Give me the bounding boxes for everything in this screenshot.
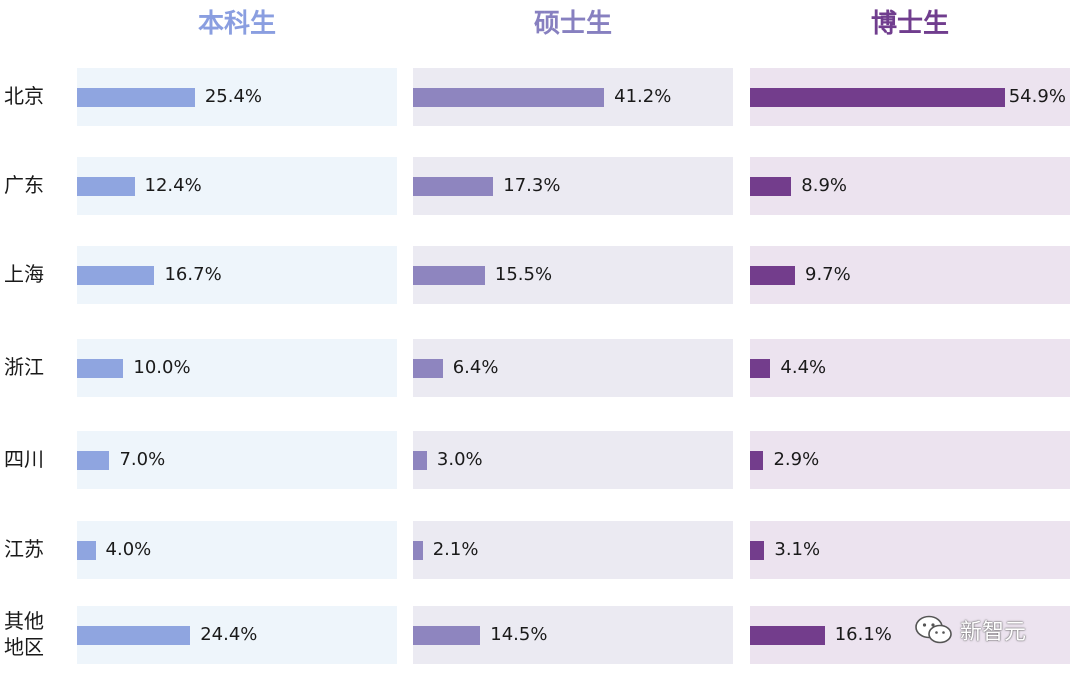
value-label-1-5: 2.1% xyxy=(432,539,479,560)
panel-1-0: 41.2% xyxy=(413,68,733,126)
value-label-0-0: 25.4% xyxy=(204,86,263,107)
bar-0-5 xyxy=(77,541,96,560)
bar-1-5 xyxy=(413,541,423,560)
bar-2-3 xyxy=(750,359,771,378)
value-label-0-6: 24.4% xyxy=(200,624,258,645)
bar-1-4 xyxy=(413,451,427,470)
panel-0-6: 24.4% xyxy=(77,606,397,664)
panel-1-4: 3.0% xyxy=(413,431,733,489)
row-label-5: 江苏 xyxy=(4,536,62,562)
row-label-line: 四川 xyxy=(4,447,44,471)
bar-1-1 xyxy=(413,177,494,196)
value-label-2-6: 16.1% xyxy=(834,624,892,645)
bar-2-0 xyxy=(750,88,1005,107)
row-label-line: 上海 xyxy=(4,262,44,286)
panel-2-0: 54.9% xyxy=(750,68,1070,126)
column-header-0: 本科生 xyxy=(197,9,276,39)
value-label-2-1: 8.9% xyxy=(801,175,848,196)
value-label-0-1: 12.4% xyxy=(144,175,202,196)
value-label-2-5: 3.1% xyxy=(774,539,821,560)
bar-1-2 xyxy=(413,266,485,285)
panel-0-3: 10.0% xyxy=(77,339,397,397)
panel-0-5: 4.0% xyxy=(77,521,397,579)
value-label-1-4: 3.0% xyxy=(436,449,483,470)
value-label-1-1: 17.3% xyxy=(503,175,561,196)
value-label-0-3: 10.0% xyxy=(133,357,191,378)
row-label-1: 广东 xyxy=(4,172,62,198)
bar-2-2 xyxy=(750,266,795,285)
bar-2-5 xyxy=(750,541,765,560)
value-label-0-4: 7.0% xyxy=(119,449,166,470)
bar-2-1 xyxy=(750,177,792,196)
panel-0-1: 12.4% xyxy=(77,157,397,215)
bar-2-6 xyxy=(750,626,825,645)
row-label-line: 广东 xyxy=(4,173,44,197)
bar-0-4 xyxy=(77,451,110,470)
panel-2-6: 16.1% xyxy=(750,606,1070,664)
panel-0-2: 16.7% xyxy=(77,246,397,304)
value-label-1-6: 14.5% xyxy=(490,624,548,645)
row-label-6: 其他 地区 xyxy=(4,608,62,660)
panel-0-4: 7.0% xyxy=(77,431,397,489)
column-header-1: 硕士生 xyxy=(533,9,612,39)
value-label-0-5: 4.0% xyxy=(105,539,152,560)
watermark: 新智元 xyxy=(914,612,1026,648)
row-label-3: 浙江 xyxy=(4,354,62,380)
panel-2-4: 2.9% xyxy=(750,431,1070,489)
panel-2-2: 9.7% xyxy=(750,246,1070,304)
bar-0-3 xyxy=(77,359,124,378)
wechat-icon xyxy=(915,615,952,644)
value-label-1-0: 41.2% xyxy=(614,86,672,107)
bar-0-2 xyxy=(77,266,155,285)
row-label-line: 江苏 xyxy=(4,537,44,561)
panel-0-0: 25.4% xyxy=(77,68,397,126)
bar-0-1 xyxy=(77,177,135,196)
bar-0-6 xyxy=(77,626,191,645)
row-label-line: 其他 xyxy=(4,609,44,633)
row-label-line: 浙江 xyxy=(4,355,44,379)
value-label-2-0: 54.9% xyxy=(1008,86,1066,107)
panel-2-5: 3.1% xyxy=(750,521,1070,579)
row-label-2: 上海 xyxy=(4,261,62,287)
panel-1-5: 2.1% xyxy=(413,521,733,579)
panel-1-3: 6.4% xyxy=(413,339,733,397)
value-label-2-3: 4.4% xyxy=(780,357,827,378)
watermark-text: 新智元 xyxy=(960,620,1027,645)
value-label-1-2: 15.5% xyxy=(494,264,553,285)
row-label-0: 北京 xyxy=(4,83,62,109)
panel-2-1: 8.9% xyxy=(750,157,1070,215)
value-label-0-2: 16.7% xyxy=(164,264,222,285)
value-label-2-2: 9.7% xyxy=(805,264,851,285)
row-label-line: 地区 xyxy=(4,635,44,659)
bar-2-4 xyxy=(750,451,764,470)
bar-0-0 xyxy=(77,88,195,107)
bar-1-6 xyxy=(413,626,481,645)
row-label-line: 北京 xyxy=(4,84,44,108)
panel-1-1: 17.3% xyxy=(413,157,733,215)
row-label-4: 四川 xyxy=(4,446,62,472)
bar-1-0 xyxy=(413,88,605,107)
value-label-1-3: 6.4% xyxy=(452,357,499,378)
panel-1-6: 14.5% xyxy=(413,606,733,664)
column-header-2: 博士生 xyxy=(870,9,949,39)
bar-1-3 xyxy=(413,359,443,378)
value-label-2-4: 2.9% xyxy=(773,449,820,470)
panel-2-3: 4.4% xyxy=(750,339,1070,397)
panel-1-2: 15.5% xyxy=(413,246,733,304)
